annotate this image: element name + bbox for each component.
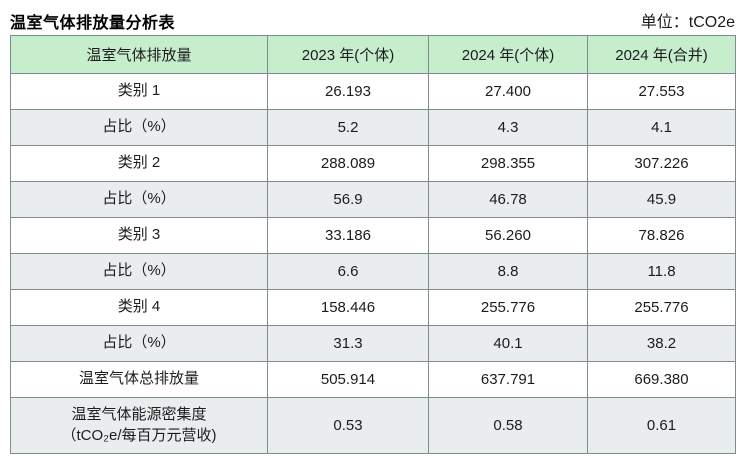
- value-cell: 40.1: [428, 325, 588, 362]
- table-row-category-1: 类别 1 26.193 27.400 27.553: [10, 73, 736, 110]
- value-cell: 307.226: [587, 145, 736, 182]
- table-row-category-2: 类别 2 288.089 298.355 307.226: [10, 145, 736, 182]
- value-cell: 255.776: [428, 289, 588, 326]
- value-cell: 8.8: [428, 253, 588, 290]
- column-header-2024-individual: 2024 年(个体): [428, 35, 588, 74]
- table-header-row: 温室气体排放量 2023 年(个体) 2024 年(个体) 2024 年(合并): [10, 35, 736, 74]
- value-cell: 38.2: [587, 325, 736, 362]
- value-cell: 505.914: [267, 361, 429, 398]
- value-cell: 11.8: [587, 253, 736, 290]
- page-title: 温室气体排放量分析表: [10, 15, 176, 32]
- value-cell: 0.53: [267, 397, 429, 454]
- column-header-2024-consolidated: 2024 年(合并): [587, 35, 736, 74]
- value-cell: 288.089: [267, 145, 429, 182]
- row-label: 类别 3: [10, 217, 268, 254]
- table-row-category-3: 类别 3 33.186 56.260 78.826: [10, 217, 736, 254]
- value-cell: 5.2: [267, 109, 429, 146]
- column-header-metric: 温室气体排放量: [10, 35, 268, 74]
- table-row-share-3: 占比（%） 6.6 8.8 11.8: [10, 253, 736, 290]
- row-label: 类别 2: [10, 145, 268, 182]
- table-row-category-4: 类别 4 158.446 255.776 255.776: [10, 289, 736, 326]
- value-cell: 0.58: [428, 397, 588, 454]
- column-header-2023-individual: 2023 年(个体): [267, 35, 429, 74]
- value-cell: 56.260: [428, 217, 588, 254]
- row-label: 占比（%）: [10, 109, 268, 146]
- value-cell: 45.9: [587, 181, 736, 218]
- value-cell: 637.791: [428, 361, 588, 398]
- row-label: 类别 4: [10, 289, 268, 326]
- value-cell: 78.826: [587, 217, 736, 254]
- row-label: 占比（%）: [10, 325, 268, 362]
- row-label: 温室气体总排放量: [10, 361, 268, 398]
- value-cell: 27.553: [587, 73, 736, 110]
- value-cell: 33.186: [267, 217, 429, 254]
- table-row-total-emissions: 温室气体总排放量 505.914 637.791 669.380: [10, 361, 736, 398]
- ghg-emissions-table: 温室气体排放量 2023 年(个体) 2024 年(个体) 2024 年(合并)…: [10, 35, 736, 454]
- value-cell: 255.776: [587, 289, 736, 326]
- row-label: 类别 1: [10, 73, 268, 110]
- header-bar: 温室气体排放量分析表 单位：tCO2e: [10, 0, 735, 33]
- value-cell: 4.1: [587, 109, 736, 146]
- value-cell: 31.3: [267, 325, 429, 362]
- value-cell: 158.446: [267, 289, 429, 326]
- value-cell: 26.193: [267, 73, 429, 110]
- value-cell: 56.9: [267, 181, 429, 218]
- row-label: 占比（%）: [10, 181, 268, 218]
- row-label: 占比（%）: [10, 253, 268, 290]
- value-cell: 27.400: [428, 73, 588, 110]
- table-row-share-1: 占比（%） 5.2 4.3 4.1: [10, 109, 736, 146]
- unit-label: 单位：tCO2e: [640, 14, 735, 31]
- value-cell: 4.3: [428, 109, 588, 146]
- value-cell: 6.6: [267, 253, 429, 290]
- value-cell: 669.380: [587, 361, 736, 398]
- table-row-share-2: 占比（%） 56.9 46.78 45.9: [10, 181, 736, 218]
- table-row-share-4: 占比（%） 31.3 40.1 38.2: [10, 325, 736, 362]
- value-cell: 298.355: [428, 145, 588, 182]
- value-cell: 0.61: [587, 397, 736, 454]
- row-label: 温室气体能源密集度 （tCO₂e/每百万元营收): [10, 397, 268, 454]
- value-cell: 46.78: [428, 181, 588, 218]
- table-row-energy-intensity: 温室气体能源密集度 （tCO₂e/每百万元营收) 0.53 0.58 0.61: [10, 397, 736, 454]
